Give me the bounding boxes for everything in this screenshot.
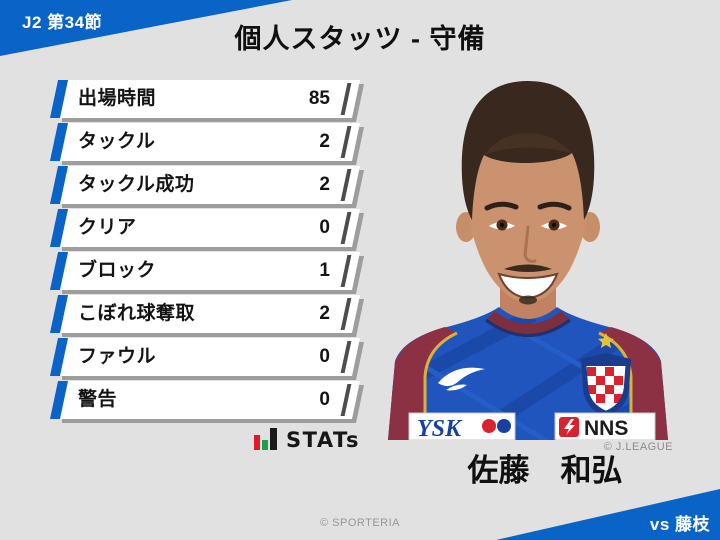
- stat-label: タックル: [78, 131, 156, 152]
- player-photo: YSK NNS: [383, 75, 673, 442]
- crest-star-icon: [598, 333, 614, 348]
- stat-value: 2: [319, 131, 330, 152]
- stat-row-loose-ball-recoveries: こぼれ球奪取 2: [49, 295, 360, 333]
- row-box: クリア 0: [58, 209, 360, 247]
- stats-logo-text: STATs: [286, 427, 360, 452]
- jersey-collar: [486, 311, 570, 336]
- jersey-sponsor-ysk: YSK: [408, 412, 516, 442]
- bar-chart-icon: [254, 428, 278, 450]
- stat-row-fouls: ファウル 0: [49, 338, 360, 376]
- row-box: ブロック 1: [58, 252, 360, 290]
- player-portrait-illustration: YSK NNS: [388, 81, 668, 442]
- opponent-badge: vs 藤枝: [496, 489, 720, 540]
- stat-row-cautions: 警告 0: [49, 381, 360, 419]
- league-badge-label: J2 第34節: [22, 13, 103, 32]
- slash-icon: [341, 384, 352, 416]
- slash-icon: [341, 169, 352, 201]
- stat-label: タックル成功: [78, 174, 195, 195]
- stat-label: 出場時間: [78, 88, 157, 109]
- lightning-icon: [564, 419, 575, 435]
- stat-row-blocks: ブロック 1: [49, 252, 360, 290]
- stat-row-playtime: 出場時間 85: [49, 80, 360, 118]
- player-name: 佐藤 和弘: [467, 453, 623, 488]
- row-box: タックル成功 2: [58, 166, 360, 204]
- stat-value: 85: [308, 88, 330, 109]
- row-box: 出場時間 85: [58, 80, 360, 118]
- stat-label: こぼれ球奪取: [78, 303, 196, 324]
- row-box: タックル 2: [58, 123, 360, 161]
- row-box: ファウル 0: [58, 338, 360, 376]
- slash-icon: [341, 341, 352, 373]
- jersey-sponsor-nns: NNS: [554, 412, 656, 441]
- stat-row-tackles-won: タックル成功 2: [49, 166, 360, 204]
- stat-value: 0: [319, 389, 330, 410]
- player-hair: [461, 81, 595, 220]
- photo-credit: © J.LEAGUE: [603, 441, 673, 453]
- jersey-shoulder-left: [388, 327, 457, 440]
- stat-row-clearances: クリア 0: [49, 209, 360, 247]
- stat-label: クリア: [78, 217, 137, 238]
- slash-icon: [341, 83, 352, 115]
- slash-icon: [341, 212, 352, 244]
- jersey-shoulder-right: [599, 327, 668, 440]
- sponsor-ysk-text: YSK: [417, 416, 463, 440]
- page-title: 個人スタッツ - 守備: [234, 24, 486, 54]
- stats-logo: STATs: [58, 424, 360, 450]
- stat-label: ファウル: [78, 346, 157, 367]
- mizuno-logo-icon: [438, 367, 485, 391]
- stat-label: ブロック: [78, 260, 157, 281]
- stat-value: 2: [319, 303, 330, 324]
- row-box: 警告 0: [58, 381, 360, 419]
- slash-icon: [341, 298, 352, 330]
- stat-list: 出場時間 85 タックル 2 タックル成功 2: [49, 80, 360, 424]
- stat-value: 2: [319, 174, 330, 195]
- stat-value: 0: [319, 217, 330, 238]
- opponent-badge-label: vs 藤枝: [649, 515, 710, 534]
- club-crest-icon: [581, 353, 631, 417]
- slash-icon: [341, 255, 352, 287]
- sponsor-nns-text: NNS: [584, 417, 628, 440]
- row-box: こぼれ球奪取 2: [58, 295, 360, 333]
- stat-row-tackles: タックル 2: [49, 123, 360, 161]
- stat-value: 1: [319, 260, 330, 281]
- slash-icon: [341, 126, 352, 158]
- site-credit: © SPORTERIA: [319, 517, 401, 529]
- stat-value: 0: [319, 346, 330, 367]
- stat-label: 警告: [78, 389, 118, 410]
